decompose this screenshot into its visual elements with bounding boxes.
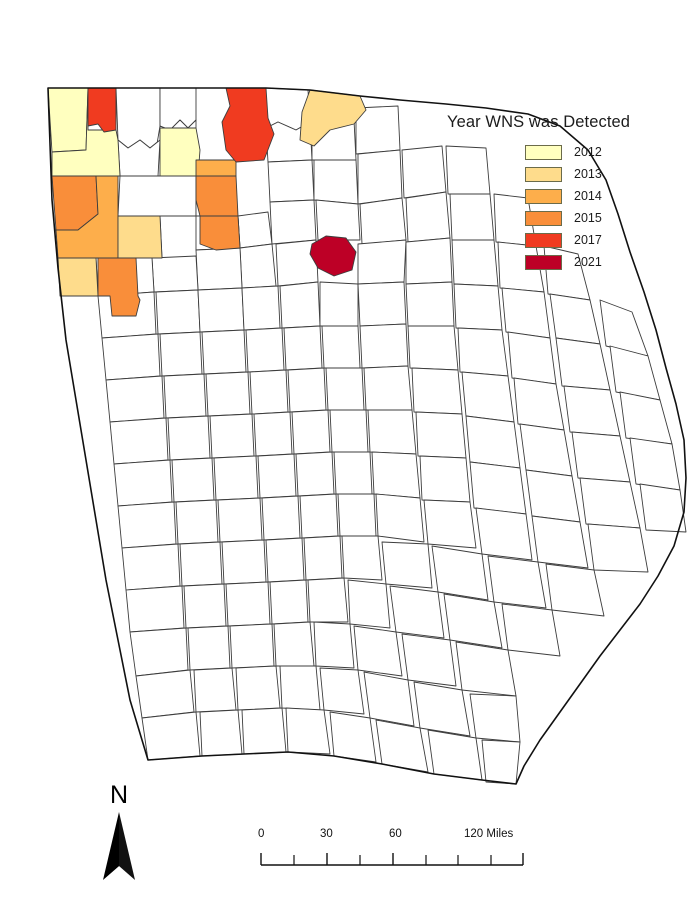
legend-item-2021: 2021: [525, 251, 673, 273]
county-fannin: [221, 87, 275, 163]
county-bartow: [117, 215, 163, 259]
county-polk: [57, 257, 99, 297]
legend-swatch-2013: [525, 166, 562, 182]
legend-swatch-2015: [525, 210, 562, 226]
scale-tick-label-60: 60: [389, 828, 402, 840]
legend-swatch-2014: [525, 188, 562, 204]
legend-swatch-2012: [525, 144, 562, 160]
legend-label-2017: 2017: [574, 232, 602, 247]
legend-item-2014: 2014: [525, 185, 673, 207]
legend-label-2015: 2015: [574, 210, 602, 225]
county-murray: [195, 175, 239, 217]
county-union: [199, 215, 241, 251]
county-gilmer: [195, 159, 237, 177]
scale-tick-label-120: 120 Miles: [464, 828, 514, 840]
county-layer-detections: [47, 87, 367, 317]
scale-bar: 0 30 60 120 Miles: [258, 828, 558, 868]
county-walker: [51, 87, 121, 177]
legend-label-2014: 2014: [574, 188, 602, 203]
map-legend: Year WNS was Detected 2012 2013 2014 201…: [443, 113, 673, 273]
legend-title: Year WNS was Detected: [447, 113, 631, 131]
county-layer-nodata: [95, 87, 687, 785]
county-rabun: [299, 89, 367, 147]
legend-swatch-2017: [525, 232, 562, 248]
legend-swatch-2021: [525, 254, 562, 270]
north-arrow: N: [88, 783, 150, 888]
scale-tick-label-30: 30: [320, 828, 333, 840]
north-arrow-icon: [103, 812, 135, 880]
scale-bar-ruler: [260, 853, 524, 866]
legend-item-2013: 2013: [525, 163, 673, 185]
legend-item-2017: 2017: [525, 229, 673, 251]
legend-item-2015: 2015: [525, 207, 673, 229]
legend-label-2021: 2021: [574, 254, 602, 269]
county-dade: [47, 87, 89, 153]
county-haralson: [97, 257, 141, 317]
legend-label-2012: 2012: [574, 144, 602, 159]
state-boundary-georgia: [47, 87, 687, 785]
scale-tick-label-0: 0: [258, 828, 265, 840]
legend-label-2013: 2013: [574, 166, 602, 181]
county-catoosa: [87, 87, 117, 133]
county-hancock: [309, 235, 357, 277]
legend-item-2012: 2012: [525, 141, 673, 163]
north-arrow-letter: N: [109, 781, 129, 809]
county-gordon: [159, 127, 201, 177]
